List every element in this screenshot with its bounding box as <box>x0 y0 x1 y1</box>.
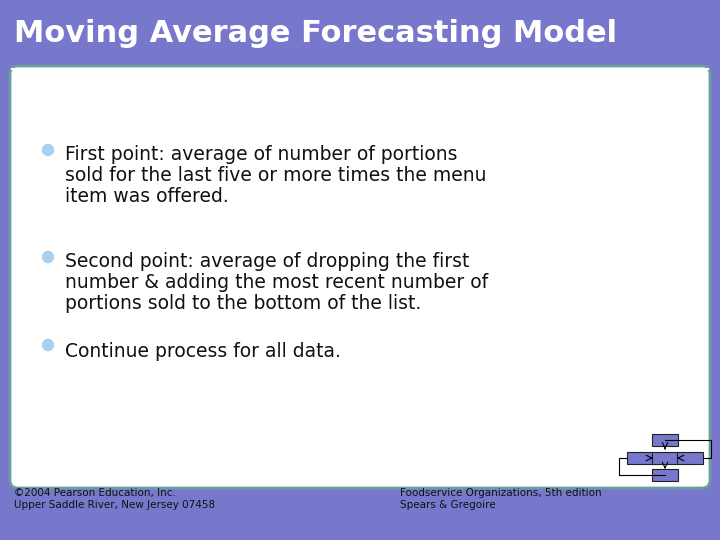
Text: First point: average of number of portions: First point: average of number of portio… <box>65 145 457 164</box>
Text: Continue process for all data.: Continue process for all data. <box>65 342 341 361</box>
Text: ©2004 Pearson Education, Inc.: ©2004 Pearson Education, Inc. <box>14 488 176 498</box>
Circle shape <box>42 145 53 156</box>
Bar <box>652 434 678 446</box>
Text: portions sold to the bottom of the list.: portions sold to the bottom of the list. <box>65 294 421 313</box>
Text: Foodservice Organizations, 5th edition: Foodservice Organizations, 5th edition <box>400 488 602 498</box>
Bar <box>652 452 678 464</box>
Bar <box>627 452 653 464</box>
Text: sold for the last five or more times the menu: sold for the last five or more times the… <box>65 166 487 185</box>
Bar <box>652 469 678 481</box>
Bar <box>0 0 720 68</box>
Text: number & adding the most recent number of: number & adding the most recent number o… <box>65 273 488 292</box>
FancyBboxPatch shape <box>10 66 710 488</box>
Text: item was offered.: item was offered. <box>65 187 229 206</box>
Circle shape <box>42 340 53 350</box>
Circle shape <box>42 252 53 262</box>
Text: Moving Average Forecasting Model: Moving Average Forecasting Model <box>14 19 617 49</box>
Bar <box>677 452 703 464</box>
Text: Upper Saddle River, New Jersey 07458: Upper Saddle River, New Jersey 07458 <box>14 500 215 510</box>
Text: Spears & Gregoire: Spears & Gregoire <box>400 500 495 510</box>
Text: Second point: average of dropping the first: Second point: average of dropping the fi… <box>65 252 469 271</box>
